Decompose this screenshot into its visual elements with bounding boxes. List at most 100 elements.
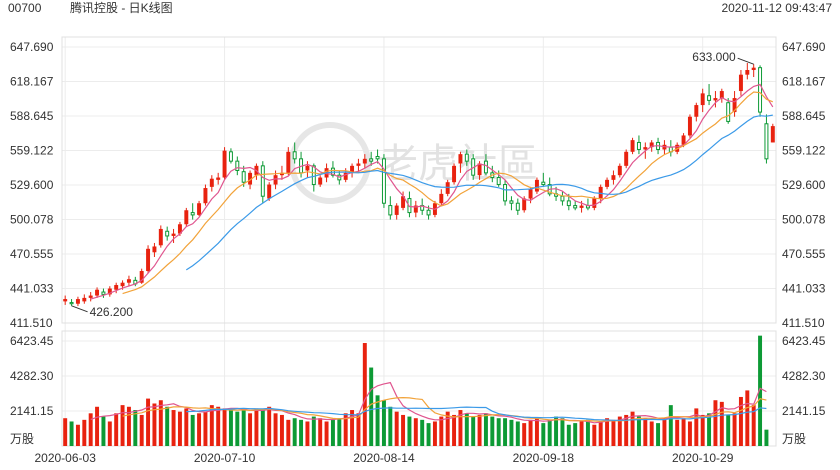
- volume-bar: [75, 424, 80, 446]
- volume-bar: [624, 414, 629, 446]
- candle-body-up: [477, 163, 482, 176]
- volume-bar: [700, 414, 705, 446]
- price-tick-label-left: 559.122: [10, 144, 54, 158]
- volume-bar: [401, 414, 406, 446]
- candle-body-down: [758, 67, 763, 113]
- date-tick-label: 2020-07-10: [194, 451, 256, 465]
- candle-body-down: [464, 153, 469, 162]
- candle-body-up: [273, 175, 278, 185]
- volume-bar: [133, 410, 138, 446]
- candle-body-up: [82, 297, 87, 302]
- volume-bar: [675, 419, 680, 446]
- volume-panel-frame: [61, 330, 777, 447]
- volume-bar: [477, 414, 482, 446]
- volume-bar: [197, 413, 202, 446]
- candle-body-down: [503, 184, 508, 202]
- candle-body-up: [719, 91, 724, 99]
- volume-bar: [592, 424, 597, 446]
- candle-body-down: [228, 151, 233, 162]
- volume-bar: [566, 424, 571, 446]
- volume-bar: [305, 421, 310, 446]
- moving-average-lines: [90, 83, 774, 300]
- volume-bar: [184, 408, 189, 446]
- candle-body-up: [139, 271, 144, 283]
- candle-body-down: [165, 230, 170, 237]
- volume-bar: [534, 418, 539, 446]
- candle-body-up: [700, 93, 705, 106]
- volume-bar: [636, 416, 641, 446]
- watermark-logo-icon: [289, 122, 371, 204]
- volume-bar: [216, 406, 221, 446]
- volume-bar: [139, 414, 144, 446]
- volume-bar: [713, 400, 718, 446]
- volume-bar: [503, 418, 508, 446]
- volume-bar: [547, 419, 552, 446]
- candle-body-up: [401, 196, 406, 208]
- volume-bar: [292, 418, 297, 446]
- price-tick-label-left: 470.555: [10, 247, 54, 261]
- candle-body-up: [120, 282, 125, 287]
- date-axis: 2020-06-03 2020-07-10 2020-08-14 2020-09-18…: [34, 451, 733, 465]
- volume-bar: [719, 401, 724, 446]
- volume-bar: [420, 419, 425, 446]
- volume-bar: [490, 416, 495, 446]
- candle-body-up: [216, 177, 221, 180]
- volume-bar: [643, 418, 648, 446]
- price-tick-label-right: 500.078: [782, 212, 826, 226]
- high-annotation-leader: [737, 57, 754, 65]
- volume-bar: [483, 413, 488, 446]
- volume-bar: [362, 343, 367, 446]
- volume-bar: [343, 413, 348, 446]
- candle-body-up: [681, 135, 686, 145]
- candle-body-down: [515, 202, 520, 211]
- candle-body-down: [69, 302, 74, 305]
- date-tick-label: 2020-09-18: [513, 451, 575, 465]
- candle-body-up: [158, 228, 163, 246]
- candle-body-up: [362, 158, 367, 164]
- volume-bar: [694, 408, 699, 446]
- volume-bar: [69, 421, 74, 446]
- candle-body-up: [222, 150, 227, 178]
- volume-bar: [426, 423, 431, 446]
- volume-bar: [522, 423, 527, 446]
- candle-body-down: [241, 171, 246, 183]
- volume-bar: [267, 406, 272, 446]
- volume-bar: [464, 413, 469, 446]
- candle-body-up: [107, 288, 112, 295]
- volume-bar: [260, 410, 265, 446]
- volume-bar: [146, 398, 151, 446]
- volume-bar: [248, 413, 253, 446]
- volume-tick-label-right: 6423.45: [782, 334, 826, 348]
- volume-bar: [681, 418, 686, 446]
- volume-bar: [630, 411, 635, 446]
- candle-body-down: [381, 158, 386, 204]
- watermark: 老虎社區: [289, 122, 538, 204]
- volume-bar: [222, 408, 227, 446]
- volume-moving-average-lines: [90, 381, 767, 424]
- candle-body-up: [592, 198, 597, 208]
- volume-bar: [241, 408, 246, 446]
- volume-bar: [286, 419, 291, 446]
- volume-bar: [726, 414, 731, 446]
- date-tick-label: 2020-06-03: [34, 451, 96, 465]
- candle-body-down: [496, 177, 501, 186]
- candle-body-down: [101, 291, 106, 295]
- volume-bar: [445, 411, 450, 446]
- candle-body-down: [707, 95, 712, 101]
- candle-body-down: [369, 158, 374, 162]
- volume-bar: [732, 413, 737, 446]
- volume-bar: [318, 418, 323, 446]
- volume-bar: [515, 421, 520, 446]
- volume-bar: [330, 419, 335, 446]
- volume-bar: [375, 395, 380, 446]
- price-tick-label-left: 441.033: [10, 281, 54, 295]
- volume-bar: [114, 413, 119, 446]
- candle-body-up: [649, 142, 654, 148]
- volume-bar: [158, 400, 163, 446]
- volume-bar: [751, 405, 756, 446]
- volume-bar: [745, 390, 750, 446]
- candle-body-up: [751, 67, 756, 71]
- candle-body-up: [88, 295, 93, 298]
- volume-bar: [235, 411, 240, 446]
